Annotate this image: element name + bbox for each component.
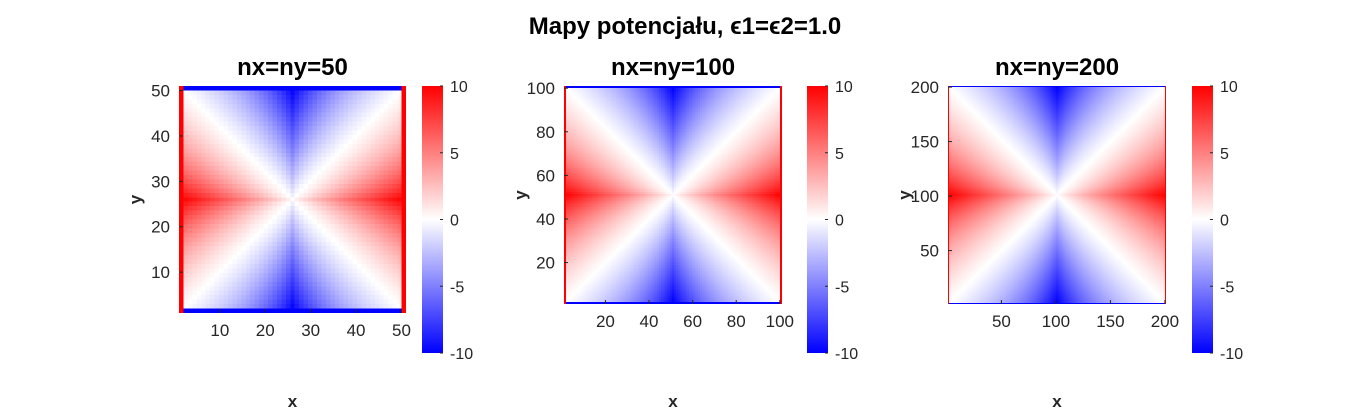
heatmap-image (564, 86, 782, 304)
y-tick-label: 80 (536, 123, 555, 142)
y-tick-label: 150 (911, 133, 939, 152)
x-tick-label: 40 (347, 321, 366, 340)
x-tick-label: 50 (992, 312, 1011, 331)
y-axis-label: y (126, 194, 145, 204)
colorbar: -10 -5 0 5 10 (422, 79, 473, 363)
colorbar-gradient (807, 86, 828, 353)
colorbar-tick-label: 0 (1220, 213, 1229, 230)
y-tick-label: 50 (920, 242, 939, 261)
colorbar-tick-label: -10 (450, 346, 473, 363)
colorbar-tick-label: 0 (835, 213, 844, 230)
panel-title: nx=ny=50 (237, 54, 348, 81)
x-tick-label: 100 (766, 312, 794, 331)
y-tick-label: 60 (536, 166, 555, 185)
colorbar-tick-label: 5 (1220, 146, 1229, 163)
colorbar-tick-label: -10 (835, 346, 858, 363)
y-tick-label: 40 (536, 210, 555, 229)
x-tick-label: 20 (596, 312, 615, 331)
x-axis-label: x (1052, 392, 1062, 411)
colorbar-tick-label: 0 (450, 213, 459, 230)
colorbar-tick-label: -5 (450, 279, 464, 296)
colorbar-tick-label: -10 (1220, 346, 1243, 363)
heatmap-image (948, 86, 1166, 304)
y-tick-label: 200 (911, 78, 939, 97)
y-tick-label: 20 (151, 218, 170, 237)
x-axis-label: x (288, 392, 298, 411)
heatmap-panel-3: nx=ny=200 50 100 150 200 50 100 150 200 x y -10 -5 0 5… (895, 54, 1243, 411)
y-tick-label: 100 (527, 79, 555, 98)
colorbar-tick-label: 5 (835, 146, 844, 163)
x-tick-label: 80 (727, 312, 746, 331)
colorbar-tick-label: -5 (835, 279, 849, 296)
y-tick-label: 40 (151, 127, 170, 146)
colorbar-tick-label: 10 (835, 79, 853, 96)
y-tick-label: 20 (536, 254, 555, 273)
panel-title: nx=ny=200 (995, 54, 1119, 81)
x-tick-label: 40 (640, 312, 659, 331)
panel-title: nx=ny=100 (611, 54, 735, 81)
heatmap-image (179, 86, 406, 313)
x-axis-label: x (668, 392, 678, 411)
x-tick-label: 10 (210, 321, 229, 340)
x-tick-label: 20 (256, 321, 275, 340)
x-tick-label: 50 (392, 321, 411, 340)
y-axis-label: y (895, 190, 914, 200)
y-axis-label: y (511, 190, 530, 200)
heatmap-panel-2: nx=ny=100 20 40 60 80 100 20 40 60 80 100 x y -10 -5 0 5… (511, 54, 858, 411)
y-tick-label: 50 (151, 82, 170, 101)
colorbar-tick-label: 10 (1220, 79, 1238, 96)
colorbar: -10 -5 0 5 10 (1192, 79, 1243, 363)
y-tick-label: 30 (151, 172, 170, 191)
x-tick-label: 60 (683, 312, 702, 331)
colorbar-gradient (1192, 86, 1213, 353)
figure-title: Mapy potencjału, ϵ1=ϵ2=1.0 (529, 13, 841, 40)
x-tick-label: 200 (1151, 312, 1179, 331)
x-tick-label: 30 (301, 321, 320, 340)
x-tick-label: 150 (1096, 312, 1124, 331)
colorbar-tick-label: -5 (1220, 279, 1234, 296)
colorbar-tick-label: 10 (450, 79, 468, 96)
colorbar-tick-label: 5 (450, 146, 459, 163)
heatmap-panel-1: nx=ny=50 10 20 30 40 50 10 20 30 40 50 x y -10 -5 0 5 10 (126, 54, 473, 411)
colorbar-gradient (422, 86, 443, 353)
y-tick-label: 10 (151, 263, 170, 282)
y-tick-label: 100 (911, 187, 939, 206)
colorbar: -10 -5 0 5 10 (807, 79, 858, 363)
x-tick-label: 100 (1042, 312, 1070, 331)
